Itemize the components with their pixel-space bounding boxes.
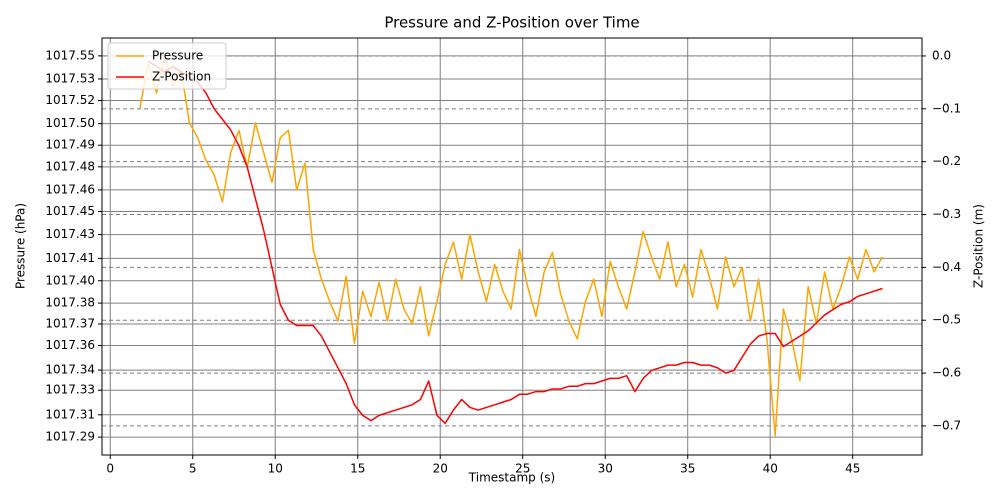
legend-label: Z-Position bbox=[152, 70, 211, 84]
y2-tick-label: 0.0 bbox=[932, 48, 951, 62]
y2-tick-label: −0.5 bbox=[932, 313, 961, 327]
y2-tick-label: −0.3 bbox=[932, 207, 961, 221]
x-tick-label: 0 bbox=[106, 462, 114, 476]
y2-tick-label: −0.2 bbox=[932, 154, 961, 168]
x-tick-label: 45 bbox=[845, 462, 860, 476]
y-tick-label: 1017.49 bbox=[45, 138, 95, 152]
x-tick-label: 15 bbox=[350, 462, 365, 476]
y-tick-label: 1017.52 bbox=[45, 93, 95, 107]
y-tick-label: 1017.53 bbox=[45, 71, 95, 85]
legend-label: Pressure bbox=[152, 49, 203, 63]
y-tick-label: 1017.38 bbox=[45, 296, 95, 310]
plot-frame bbox=[101, 37, 923, 456]
y-tick-label: 1017.43 bbox=[45, 227, 95, 241]
chart-title: Pressure and Z-Position over Time bbox=[384, 14, 639, 32]
y-tick-label: 1017.40 bbox=[45, 273, 95, 287]
y2-tick-label: −0.1 bbox=[932, 101, 961, 115]
series-line bbox=[147, 60, 883, 425]
y-axis-label: Pressure (hPa) bbox=[14, 203, 28, 289]
y-tick-label: 1017.46 bbox=[45, 182, 95, 196]
x-tick-label: 25 bbox=[515, 462, 530, 476]
y-tick-label: 1017.34 bbox=[45, 363, 95, 377]
y-tick-label: 1017.37 bbox=[45, 316, 95, 330]
y-tick-label: 1017.31 bbox=[45, 407, 95, 421]
y-tick-label: 1017.33 bbox=[45, 383, 95, 397]
y2-tick-label: −0.4 bbox=[932, 260, 961, 274]
x-tick-label: 10 bbox=[268, 462, 283, 476]
x-tick-label: 30 bbox=[598, 462, 613, 476]
y-tick-label: 1017.45 bbox=[45, 204, 95, 218]
y-tick-label: 1017.36 bbox=[45, 338, 95, 352]
y-tick-label: 1017.41 bbox=[45, 251, 95, 265]
y-tick-label: 1017.50 bbox=[45, 116, 95, 130]
y-tick-label: 1017.55 bbox=[45, 48, 95, 62]
y-tick-label: 1017.48 bbox=[45, 159, 95, 173]
x-tick-label: 40 bbox=[763, 462, 778, 476]
y2-tick-label: −0.6 bbox=[932, 366, 961, 380]
y2-tick-label: −0.7 bbox=[932, 418, 961, 432]
x-tick-label: 20 bbox=[433, 462, 448, 476]
x-axis-label: Timestamp (s) bbox=[468, 471, 555, 485]
series-line bbox=[139, 55, 884, 437]
y2-axis-label: Z-Position (m) bbox=[972, 204, 986, 288]
y-tick-label: 1017.29 bbox=[45, 430, 95, 444]
x-tick-label: 5 bbox=[189, 462, 197, 476]
x-tick-label: 35 bbox=[680, 462, 695, 476]
